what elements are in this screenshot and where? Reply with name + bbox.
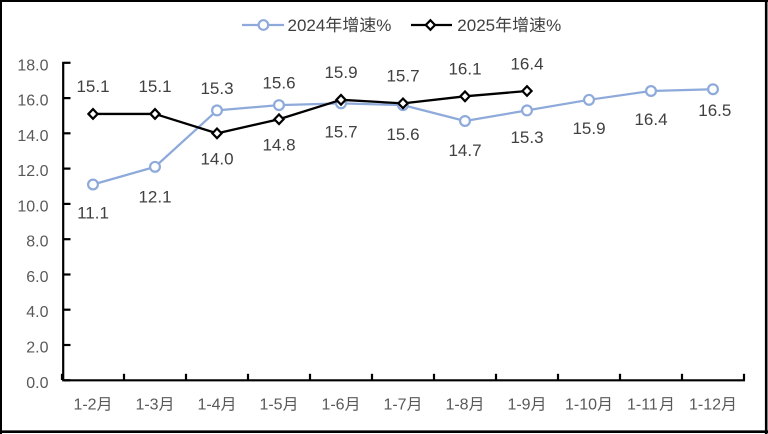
svg-text:15.3: 15.3 [510, 128, 543, 147]
svg-text:%: % [376, 16, 391, 35]
svg-text:1-12: 1-12 [689, 397, 721, 414]
svg-text:14.7: 14.7 [448, 141, 481, 160]
svg-text:2.0: 2.0 [26, 340, 48, 357]
svg-text:11.1: 11.1 [77, 204, 109, 223]
svg-text:4.0: 4.0 [26, 304, 48, 321]
svg-text:15.3: 15.3 [200, 79, 233, 98]
svg-text:14.0: 14.0 [17, 128, 48, 145]
svg-text:1-2: 1-2 [73, 397, 96, 414]
svg-text:16.0: 16.0 [17, 93, 48, 110]
svg-text:18.0: 18.0 [17, 57, 48, 74]
svg-text:1-11: 1-11 [627, 397, 658, 414]
svg-text:2024: 2024 [288, 16, 326, 35]
svg-text:1-5: 1-5 [259, 397, 282, 414]
svg-text:2025: 2025 [457, 16, 495, 35]
svg-text:1-3: 1-3 [135, 397, 158, 414]
svg-text:15.9: 15.9 [324, 63, 357, 82]
svg-text:10.0: 10.0 [17, 198, 48, 215]
svg-text:14.8: 14.8 [262, 136, 295, 155]
svg-text:15.6: 15.6 [386, 125, 419, 144]
svg-text:16.4: 16.4 [510, 54, 543, 73]
svg-text:6.0: 6.0 [26, 269, 48, 286]
svg-text:1-7: 1-7 [383, 397, 406, 414]
svg-text:8.0: 8.0 [26, 234, 48, 251]
svg-text:15.6: 15.6 [262, 74, 295, 93]
svg-text:1-9: 1-9 [507, 397, 530, 414]
svg-text:16.4: 16.4 [634, 110, 667, 129]
svg-text:1-6: 1-6 [321, 397, 344, 414]
svg-text:1-8: 1-8 [445, 397, 468, 414]
svg-text:15.9: 15.9 [572, 119, 605, 138]
svg-text:0.0: 0.0 [26, 375, 48, 392]
svg-text:1-4: 1-4 [197, 397, 220, 414]
svg-text:%: % [546, 16, 561, 35]
svg-text:16.1: 16.1 [448, 60, 481, 79]
svg-text:15.7: 15.7 [386, 67, 419, 86]
svg-text:1-10: 1-10 [565, 397, 597, 414]
svg-text:14.0: 14.0 [200, 150, 233, 169]
svg-text:12.1: 12.1 [138, 188, 171, 207]
svg-text:15.7: 15.7 [324, 123, 357, 142]
svg-text:15.1: 15.1 [76, 77, 109, 96]
svg-text:12.0: 12.0 [17, 163, 48, 180]
svg-text:15.1: 15.1 [138, 77, 171, 96]
svg-text:16.5: 16.5 [698, 101, 731, 120]
